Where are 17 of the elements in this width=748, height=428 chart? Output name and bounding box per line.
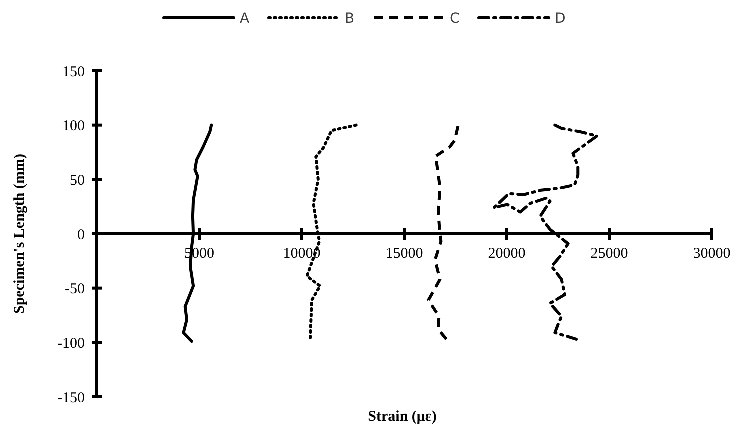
legend-label: A — [240, 10, 250, 27]
legend-label: D — [555, 10, 566, 27]
x-tick-label: 15000 — [386, 246, 424, 262]
y-tick-label: -100 — [58, 336, 85, 352]
y-tick-label: 0 — [78, 227, 85, 244]
x-tick-label: 30000 — [693, 246, 731, 262]
x-axis-title: Strain (με) — [368, 409, 437, 425]
y-tick-label: -50 — [65, 282, 85, 298]
x-tick-label: 20000 — [488, 246, 526, 262]
y-axis-title: Specimen's Length (mm) — [12, 154, 28, 314]
y-tick-label: -150 — [58, 390, 85, 406]
x-tick-label: 25000 — [590, 246, 628, 262]
legend-label: C — [450, 10, 460, 27]
y-tick-label: 50 — [70, 172, 85, 189]
y-tick-label: 150 — [62, 64, 85, 80]
legend-label: B — [345, 10, 355, 27]
y-tick-label: 100 — [62, 118, 85, 135]
